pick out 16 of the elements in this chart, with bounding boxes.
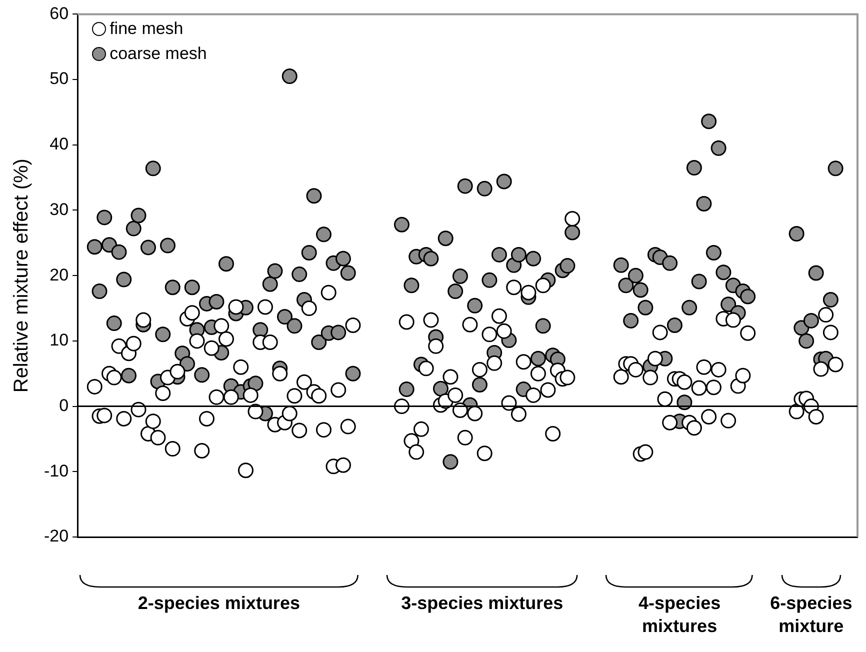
y-axis-title: Relative mixture effect (%) bbox=[10, 158, 33, 393]
y-tick-label: 40 bbox=[50, 134, 69, 154]
y-tick-label: 50 bbox=[50, 69, 69, 88]
y-tick-label: -10 bbox=[44, 461, 69, 480]
legend-label: coarse mesh bbox=[110, 43, 207, 66]
y-tick-label: 30 bbox=[50, 200, 69, 219]
legend-label: fine mesh bbox=[110, 18, 184, 40]
text: 2-species mixtures bbox=[136, 592, 301, 615]
y-tick-label: 20 bbox=[50, 265, 69, 284]
text: 6-species mixture bbox=[769, 592, 854, 638]
y-tick-label: 10 bbox=[50, 330, 69, 350]
y-tick-label: 60 bbox=[50, 4, 69, 23]
y-tick-label: -20 bbox=[44, 526, 69, 546]
y-tick-label: 0 bbox=[59, 396, 69, 415]
text: 3-species mixtures bbox=[400, 592, 564, 615]
text: 4-species mixtures bbox=[638, 592, 722, 638]
